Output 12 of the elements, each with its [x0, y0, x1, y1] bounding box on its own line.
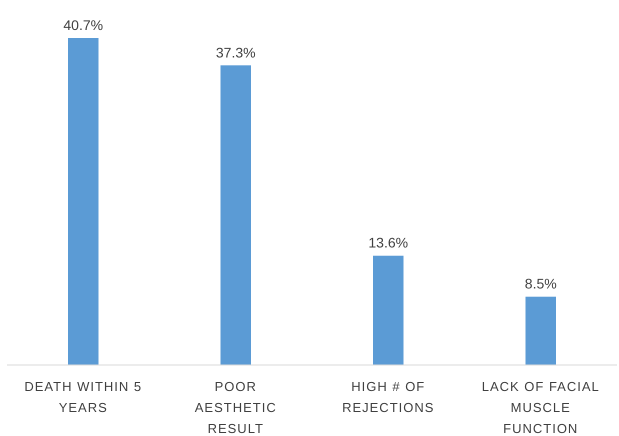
x-tick-label: HIGH # OF REJECTIONS [342, 379, 434, 415]
x-tick-label: DEATH WITHIN 5 YEARS [24, 379, 142, 415]
x-tick-label: LACK OF FACIAL MUSCLE FUNCTION [482, 379, 600, 436]
bar [68, 38, 98, 365]
data-label: 37.3% [216, 44, 256, 60]
bar [526, 296, 556, 365]
data-label: 13.6% [368, 234, 408, 251]
data-label: 40.7% [63, 17, 104, 33]
x-tick-label: POOR AESTHETIC RESULT [194, 379, 277, 436]
data-label: 8.5% [524, 276, 557, 292]
bar [220, 65, 251, 365]
bar [373, 256, 404, 365]
